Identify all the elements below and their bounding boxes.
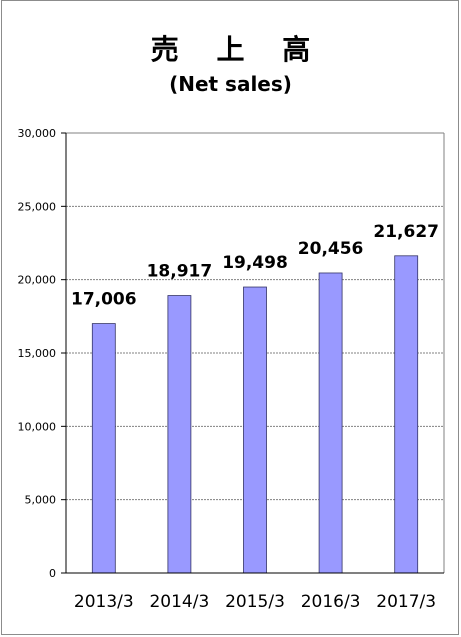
x-tick-label: 2016/3: [301, 592, 361, 612]
y-tick-label: 10,000: [18, 420, 57, 433]
chart-title: 売 上 高: [150, 33, 325, 66]
chart-subtitle: (Net sales): [169, 72, 292, 96]
x-tick-label: 2017/3: [376, 592, 436, 612]
bar: [318, 272, 343, 574]
bar: [167, 295, 192, 574]
y-tick-labels: 0 5,000 10,000 15,000 20,000 25,000 30,000: [18, 127, 57, 580]
x-tick-label: 2014/3: [149, 592, 209, 612]
y-tick-label: 30,000: [18, 127, 57, 140]
y-tick-label: 5,000: [25, 494, 57, 507]
data-label: 18,917: [147, 262, 213, 282]
bar: [243, 286, 267, 574]
bar: [91, 323, 116, 574]
axes: [61, 132, 445, 574]
x-tick-label: 2013/3: [74, 592, 134, 612]
y-tick-label: 25,000: [18, 200, 57, 213]
bar: [394, 255, 419, 574]
y-tick-label: 15,000: [18, 347, 57, 360]
data-label: 17,006: [71, 290, 137, 310]
y-tick-label: 20,000: [18, 274, 57, 287]
y-tick-label: 0: [49, 567, 56, 580]
bars: [91, 255, 419, 574]
x-tick-labels: 2013/3 2014/3 2015/3 2016/3 2017/3: [74, 592, 436, 612]
data-label: 21,627: [373, 222, 439, 242]
x-tick-label: 2015/3: [225, 592, 285, 612]
data-labels: 17,006 18,917 19,498 20,456 21,627: [71, 222, 439, 310]
data-label: 20,456: [298, 239, 364, 259]
data-label: 19,498: [222, 253, 288, 273]
